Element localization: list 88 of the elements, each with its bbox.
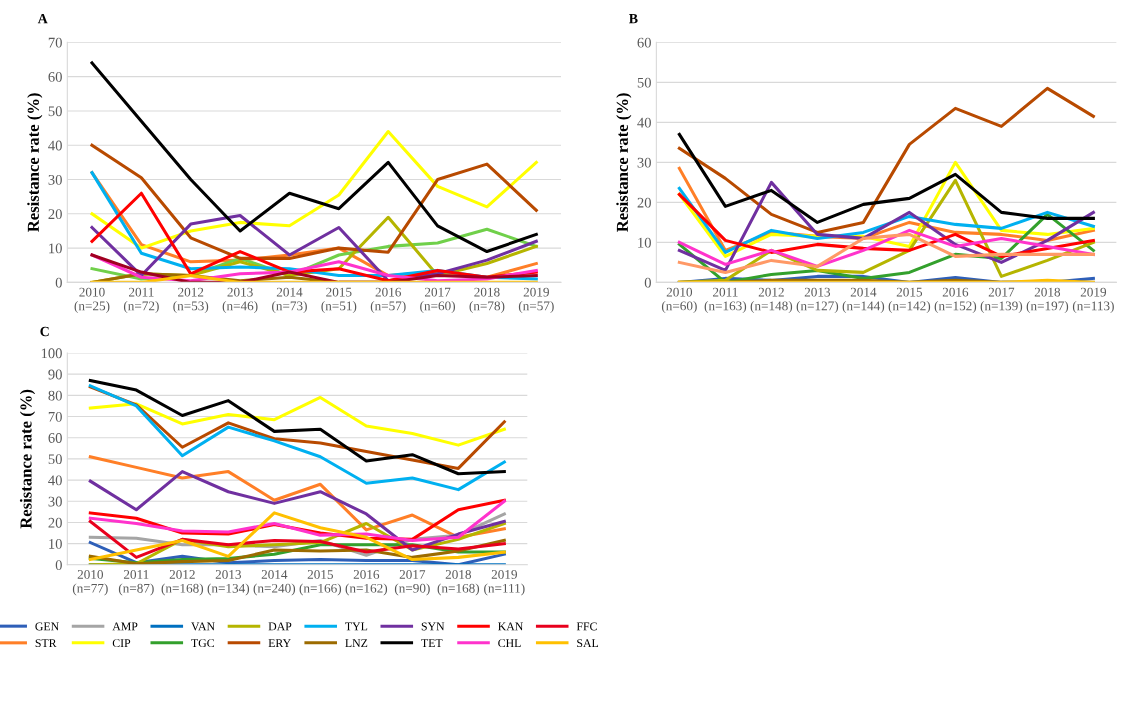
line-series — [677, 132, 1095, 224]
x-tick-label: 2011 (n=163) — [704, 287, 747, 314]
y-tick-label: 100 — [41, 348, 62, 359]
legend-label: VAN — [191, 622, 215, 631]
legend-label: SYN — [421, 622, 445, 631]
y-tick-label: 90 — [48, 369, 62, 380]
y-tick-label: 0 — [644, 277, 651, 288]
x-tick-label: 2015 (n=166) — [299, 570, 342, 596]
line-series — [677, 232, 1095, 274]
x-tick-label: 2010 (n=25) — [74, 287, 110, 314]
x-tick-label: 2014 (n=73) — [272, 287, 307, 314]
legend-label: ERY — [268, 639, 291, 647]
line-series — [677, 86, 1095, 234]
line-series — [88, 470, 506, 552]
y-tick-label: 50 — [637, 77, 651, 88]
y-tick-label: 10 — [638, 237, 651, 248]
y-tick-label: 10 — [49, 538, 62, 549]
x-tick-label: 2010 (n=77) — [72, 570, 108, 596]
x-tick-label: 2014 (n=144) — [842, 287, 885, 314]
y-tick-label: 50 — [48, 454, 62, 465]
legend-label: AMP — [112, 622, 138, 631]
legend-label: TET — [421, 639, 443, 647]
x-tick-label: 2011 (n=87) — [118, 570, 154, 596]
x-tick-label: 2015 (n=142) — [888, 287, 931, 314]
legend-label: GEN — [35, 622, 59, 631]
legend-label: STR — [35, 639, 57, 648]
x-tick-label: 2013 (n=127) — [796, 287, 839, 314]
x-tick-label: 2012 (n=148) — [750, 287, 793, 314]
y-tick-label: 80 — [48, 390, 62, 401]
x-tick-label: 2012 (n=168) — [161, 570, 204, 596]
legend-label: SAL — [577, 639, 599, 648]
y-tick-label: 50 — [48, 106, 62, 117]
x-tick-label: 2019 (n=113) — [1072, 287, 1114, 314]
x-tick-label: 2010 (n=60) — [661, 287, 697, 314]
line-series — [90, 61, 538, 254]
y-tick-label: 70 — [48, 37, 62, 48]
y-tick-label: 20 — [48, 209, 62, 220]
chart-title: A — [37, 13, 48, 24]
y-axis-title: Resistance rate (%) — [616, 93, 632, 232]
y-tick-label: 70 — [48, 411, 62, 422]
legend-label: DAP — [268, 622, 292, 631]
y-tick-label: 60 — [637, 37, 651, 48]
x-tick-label: 2017 (n=60) — [420, 287, 456, 314]
y-tick-label: 60 — [48, 433, 62, 443]
x-tick-label: 2016 (n=152) — [934, 287, 977, 314]
x-tick-label: 2012 (n=53) — [173, 287, 209, 314]
x-tick-label: 2013 (n=46) — [222, 287, 258, 314]
line-series — [88, 395, 506, 447]
legend-label: CIP — [112, 639, 131, 648]
line-series — [90, 129, 538, 250]
x-tick-label: 2018 (n=168) — [437, 570, 480, 596]
x-tick-label: 2015 (n=51) — [321, 287, 357, 314]
line-series — [90, 143, 538, 260]
x-tick-label: 2017 (n=139) — [980, 287, 1023, 314]
y-tick-label: 20 — [637, 197, 651, 208]
y-tick-label: 20 — [48, 517, 62, 528]
y-tick-label: 40 — [48, 140, 62, 151]
line-series — [88, 384, 506, 492]
y-tick-label: 60 — [48, 72, 62, 82]
legend-label: KAN — [498, 622, 524, 631]
x-tick-label: 2019 (n=57) — [518, 287, 554, 314]
legend-label: FFC — [576, 622, 597, 631]
y-tick-label: 40 — [48, 475, 62, 486]
x-tick-label: 2016 (n=162) — [345, 570, 388, 596]
y-tick-label: 30 — [48, 174, 62, 185]
legend-label: LNZ — [345, 639, 368, 647]
x-tick-label: 2019 (n=111) — [484, 570, 525, 596]
y-axis-title: Resistance rate (%) — [27, 93, 43, 232]
y-tick-label: 40 — [637, 117, 651, 128]
legend-label: TGC — [191, 639, 214, 648]
x-tick-label: 2013 (n=134) — [207, 570, 250, 596]
y-tick-label: 30 — [637, 157, 651, 168]
legend-label: CHL — [498, 639, 521, 648]
x-tick-label: 2018 (n=197) — [1026, 287, 1069, 314]
legend-label: TYL — [345, 622, 368, 631]
y-tick-label: 30 — [48, 496, 62, 507]
line-series — [88, 519, 506, 559]
x-tick-label: 2011 (n=72) — [123, 287, 159, 314]
y-axis-title: Resistance rate (%) — [19, 389, 36, 529]
y-tick-label: 0 — [55, 277, 62, 288]
x-tick-label: 2017 (n=90) — [394, 570, 430, 596]
chart-title: B — [629, 14, 638, 24]
chart-title: C — [40, 326, 49, 337]
y-tick-label: 10 — [49, 243, 62, 254]
x-tick-label: 2014 (n=240) — [253, 570, 296, 596]
y-tick-label: 0 — [55, 560, 62, 570]
x-tick-label: 2018 (n=78) — [469, 287, 505, 314]
x-tick-label: 2016 (n=57) — [370, 287, 406, 314]
